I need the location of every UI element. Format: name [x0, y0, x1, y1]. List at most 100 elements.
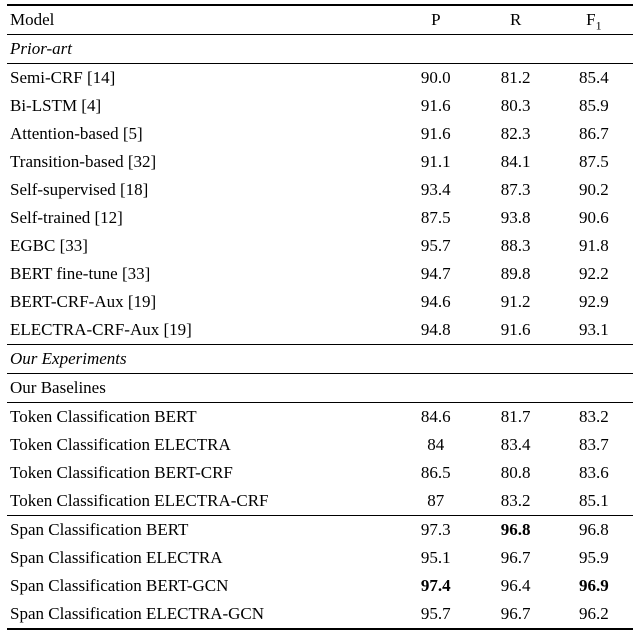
section-label: Our Experiments [10, 349, 127, 368]
model-cell: Transition-based [32] [10, 152, 157, 171]
section-row: Prior-art [7, 34, 633, 64]
model-cell: Span Classification BERT-GCN [10, 576, 229, 595]
table-row: BERT fine-tune [33] 94.7 89.8 92.2 [7, 260, 633, 288]
f1-cell: 93.1 [578, 320, 609, 339]
recall-cell: 96.7 [500, 604, 531, 623]
table-row: Semi-CRF [14] 90.0 81.2 85.4 [7, 64, 633, 93]
header-f1: F1 [555, 5, 633, 35]
section-row: Our Experiments [7, 344, 633, 374]
model-cell: Bi-LSTM [4] [10, 96, 102, 115]
precision-cell: 94.6 [420, 292, 451, 311]
table-row: Span Classification ELECTRA-GCN 95.7 96.7 9… [7, 600, 633, 629]
f1-cell: 92.2 [578, 264, 609, 283]
precision-cell: 95.7 [420, 604, 451, 623]
recall-cell: 89.8 [500, 264, 531, 283]
table-row: Token Classification BERT-CRF 86.5 80.8 83.… [7, 459, 633, 487]
precision-cell: 87 [427, 491, 445, 510]
recall-cell: 96.8 [500, 520, 531, 539]
precision-cell: 94.8 [420, 320, 451, 339]
model-cell: BERT fine-tune [33] [10, 264, 151, 283]
precision-cell: 86.5 [420, 463, 451, 482]
model-cell: Self-trained [12] [10, 208, 123, 227]
f1-cell: 95.9 [578, 548, 609, 567]
recall-cell: 80.8 [500, 463, 531, 482]
recall-cell: 81.2 [500, 68, 531, 87]
precision-cell: 97.3 [420, 520, 451, 539]
precision-cell: 90.0 [420, 68, 451, 87]
recall-cell: 81.7 [500, 407, 531, 426]
table-row: Transition-based [32] 91.1 84.1 87.5 [7, 148, 633, 176]
recall-cell: 83.4 [500, 435, 531, 454]
table-header: Model P R F1 [7, 5, 633, 35]
precision-cell: 93.4 [420, 180, 451, 199]
f1-cell: 83.2 [578, 407, 609, 426]
model-cell: Span Classification BERT [10, 520, 189, 539]
model-cell: Semi-CRF [14] [10, 68, 116, 87]
recall-cell: 80.3 [500, 96, 531, 115]
table-row: Attention-based [5] 91.6 82.3 86.7 [7, 120, 633, 148]
model-cell: EGBC [33] [10, 236, 88, 255]
model-cell: Span Classification ELECTRA [10, 548, 223, 567]
f1-cell: 96.9 [578, 576, 609, 595]
table-row: Span Classification BERT-GCN 97.4 96.4 96.9 [7, 572, 633, 600]
precision-cell: 84 [427, 435, 445, 454]
model-cell: Token Classification BERT-CRF [10, 463, 233, 482]
header-model: Model [10, 10, 55, 29]
model-cell: Self-supervised [18] [10, 180, 149, 199]
f1-cell: 87.5 [578, 152, 609, 171]
precision-cell: 91.6 [420, 96, 451, 115]
recall-cell: 91.2 [500, 292, 531, 311]
table-row: Bi-LSTM [4] 91.6 80.3 85.9 [7, 92, 633, 120]
table-row: Token Classification ELECTRA 84 83.4 83.7 [7, 431, 633, 459]
table-row: Token Classification ELECTRA-CRF 87 83.2 85… [7, 487, 633, 516]
recall-cell: 96.7 [500, 548, 531, 567]
model-cell: Span Classification ELECTRA-GCN [10, 604, 265, 623]
model-cell: ELECTRA-CRF-Aux [19] [10, 320, 192, 339]
precision-cell: 95.1 [420, 548, 451, 567]
f1-cell: 90.2 [578, 180, 609, 199]
recall-cell: 84.1 [500, 152, 531, 171]
f1-cell: 96.2 [578, 604, 609, 623]
f1-letter: F [586, 10, 596, 29]
f1-subscript: 1 [595, 18, 602, 33]
table-row: EGBC [33] 95.7 88.3 91.8 [7, 232, 633, 260]
recall-cell: 87.3 [500, 180, 531, 199]
f1-cell: 96.8 [578, 520, 609, 539]
f1-cell: 92.9 [578, 292, 609, 311]
precision-cell: 94.7 [420, 264, 451, 283]
table-body: Prior-art Semi-CRF [14] 90.0 81.2 85.4 Bi-LST… [7, 34, 633, 630]
precision-cell: 97.4 [420, 576, 451, 595]
recall-cell: 91.6 [500, 320, 531, 339]
model-cell: Token Classification BERT [10, 407, 197, 426]
precision-cell: 91.6 [420, 124, 451, 143]
section-label: Prior-art [10, 39, 72, 58]
model-cell: BERT-CRF-Aux [19] [10, 292, 157, 311]
f1-cell: 85.9 [578, 96, 609, 115]
header-row: Model P R F1 [7, 5, 633, 35]
precision-cell: 91.1 [420, 152, 451, 171]
f1-cell: 83.6 [578, 463, 609, 482]
table-row: Self-trained [12] 87.5 93.8 90.6 [7, 204, 633, 232]
f1-cell: 83.7 [578, 435, 609, 454]
header-recall: R [509, 10, 522, 29]
table-row: Token Classification BERT 84.6 81.7 83.2 [7, 403, 633, 432]
precision-cell: 95.7 [420, 236, 451, 255]
header-precision: P [431, 10, 441, 29]
recall-cell: 93.8 [500, 208, 531, 227]
section-label: Our Baselines [10, 378, 106, 397]
table-row: BERT-CRF-Aux [19] 94.6 91.2 92.9 [7, 288, 633, 316]
model-cell: Attention-based [5] [10, 124, 143, 143]
model-cell: Token Classification ELECTRA [10, 435, 231, 454]
table-row: Span Classification BERT 97.3 96.8 96.8 [7, 515, 633, 545]
precision-cell: 84.6 [420, 407, 451, 426]
recall-cell: 83.2 [500, 491, 531, 510]
f1-cell: 91.8 [578, 236, 609, 255]
f1-cell: 86.7 [578, 124, 609, 143]
precision-cell: 87.5 [420, 208, 451, 227]
f1-cell: 90.6 [578, 208, 609, 227]
model-cell: Token Classification ELECTRA-CRF [10, 491, 269, 510]
f1-cell: 85.1 [578, 491, 609, 510]
recall-cell: 82.3 [500, 124, 531, 143]
section-row: Our Baselines [7, 373, 633, 403]
